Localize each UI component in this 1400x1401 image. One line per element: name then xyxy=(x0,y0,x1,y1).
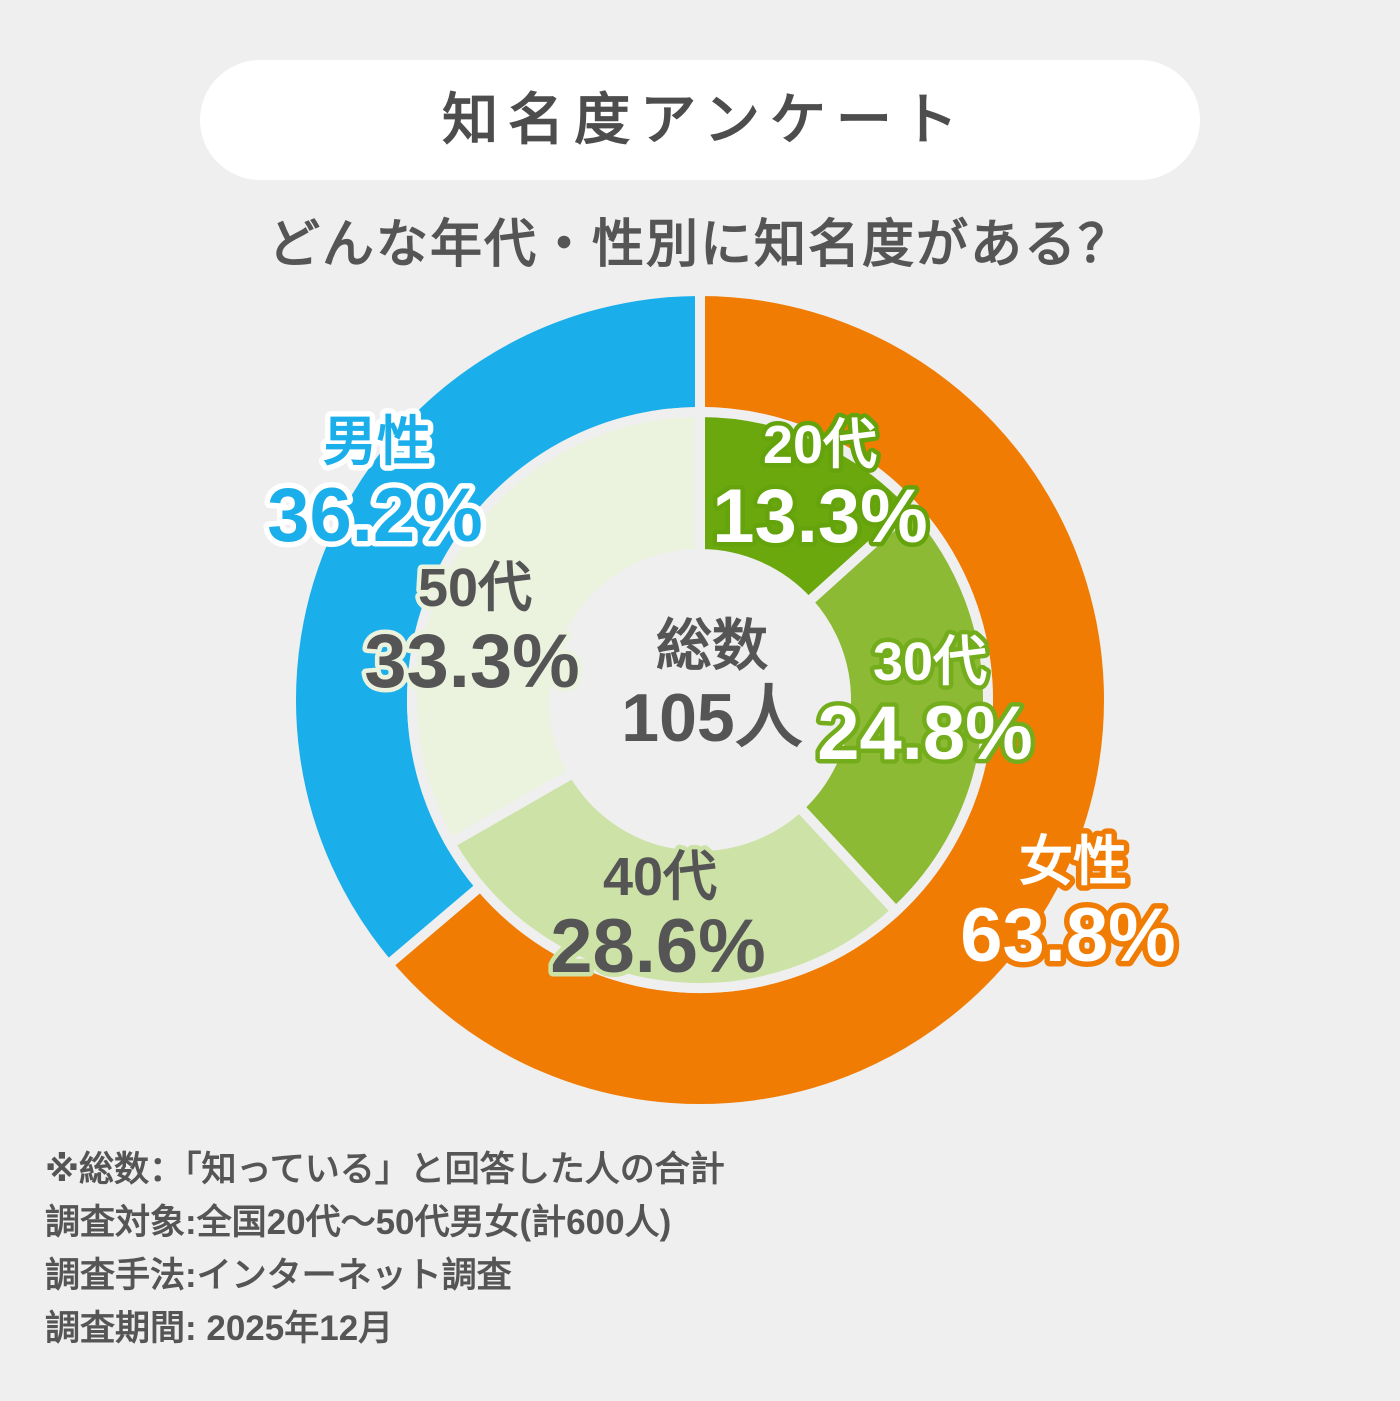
footnote-survey-period: 調査期間: 2025年12月 xyxy=(45,1309,394,1348)
footnotes: ※総数：「知っている」と回答した人の合計 調査対象:全国20代～50代男女(計6… xyxy=(45,1143,725,1355)
label-male: 男性 xyxy=(323,412,431,472)
label-40s: 40代 xyxy=(603,847,717,907)
label-30s: 30代 xyxy=(873,632,987,692)
value-40s: 28.6% xyxy=(550,904,766,989)
value-30s: 24.8% xyxy=(817,691,1033,776)
footnote-survey-target: 調査対象:全国20代～50代男女(計600人) xyxy=(45,1203,672,1242)
value-50s: 33.3% xyxy=(364,619,580,704)
label-50s: 50代 xyxy=(418,558,532,618)
label-female: 女性 xyxy=(1019,832,1127,892)
footnote-total-definition: ※総数：「知っている」と回答した人の合計 xyxy=(45,1150,725,1189)
chart-slices xyxy=(286,285,1114,1114)
title-pill: 知名度アンケート xyxy=(200,60,1200,180)
value-male: 36.2% xyxy=(267,473,483,558)
value-female: 63.8% xyxy=(960,893,1176,978)
slice-40s xyxy=(443,765,903,993)
label-20s: 20代 xyxy=(763,415,877,475)
chart-labels: 男性 36.2% 50代 33.3% 20代 13.3% 30代 24.8% 総… xyxy=(262,407,1182,994)
center-label: 総数 xyxy=(656,614,768,677)
slice-50s xyxy=(407,406,705,851)
value-20s: 13.3% xyxy=(712,474,928,559)
footnote-survey-method: 調査手法:インターネット調査 xyxy=(45,1256,512,1295)
page-subtitle: どんな年代・性別に知名度がある？ xyxy=(267,216,1132,274)
slice-30s xyxy=(792,499,993,919)
center-total: 105人 xyxy=(621,680,802,756)
page-title: 知名度アンケート xyxy=(442,88,968,151)
